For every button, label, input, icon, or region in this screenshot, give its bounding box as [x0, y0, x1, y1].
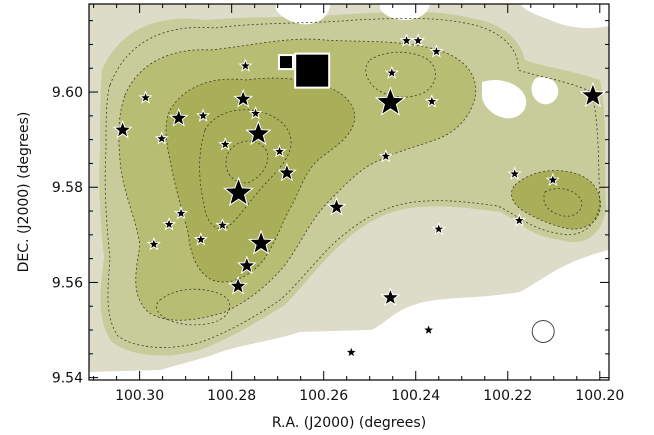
x-tick-label: 100.20 [575, 388, 624, 404]
star-marker [399, 33, 414, 47]
star-marker [384, 65, 399, 80]
star-marker [429, 44, 444, 58]
star-marker [218, 136, 233, 151]
y-tick-label: 9.60 [52, 85, 83, 101]
star-marker [228, 275, 249, 295]
x-tick-label: 100.26 [299, 388, 348, 404]
star-marker [233, 88, 254, 108]
star-marker [424, 94, 439, 108]
star-marker [154, 131, 169, 145]
star-marker [248, 106, 263, 120]
x-tick-label: 100.30 [115, 388, 164, 404]
y-tick-label: 9.58 [52, 180, 83, 196]
star-marker [193, 232, 208, 246]
star-marker [112, 119, 133, 139]
star-marker [380, 287, 401, 307]
star-marker [421, 322, 436, 337]
star-marker [238, 58, 253, 72]
star-marker [173, 205, 189, 220]
star-marker [222, 176, 255, 207]
star-marker [326, 196, 347, 216]
star-marker [545, 172, 560, 187]
star-marker [276, 162, 297, 182]
axis-ticks [89, 4, 609, 380]
x-tick-label: 100.28 [207, 388, 256, 404]
star-marker [168, 107, 189, 127]
star-marker [507, 166, 522, 180]
star-marker [161, 216, 177, 231]
star-marker [236, 255, 257, 275]
x-tick-label: 100.24 [391, 388, 440, 404]
markers [112, 33, 607, 359]
y-tick-label: 9.56 [52, 275, 83, 291]
star-marker [215, 217, 230, 232]
star-marker [245, 120, 272, 146]
x-tick-labels: 100.30 100.28 100.26 100.24 100.22 100.20 [115, 388, 624, 404]
star-marker [196, 108, 211, 122]
y-tick-label: 9.54 [52, 371, 83, 387]
x-axis-label: R.A. (J2000) (degrees) [272, 415, 426, 431]
star-marker [512, 213, 527, 227]
star-marker [344, 344, 359, 359]
star-marker [579, 81, 607, 108]
star-marker [378, 148, 393, 163]
y-tick-labels: 9.54 9.56 9.58 9.60 [52, 85, 83, 387]
square-marker [294, 52, 331, 89]
star-marker [272, 144, 287, 158]
star-marker [410, 33, 426, 47]
y-axis-label: DEC. (J2000) (degrees) [16, 112, 32, 273]
contour-map [89, 4, 609, 380]
plot-frame [88, 3, 610, 381]
star-marker [374, 86, 407, 116]
square-marker [277, 54, 294, 71]
star-marker [247, 229, 275, 255]
star-marker [431, 221, 446, 236]
x-tick-label: 100.22 [483, 388, 532, 404]
beam-circle [531, 319, 555, 343]
star-marker [138, 90, 153, 104]
contour-lines [104, 17, 601, 348]
star-marker [146, 236, 161, 251]
